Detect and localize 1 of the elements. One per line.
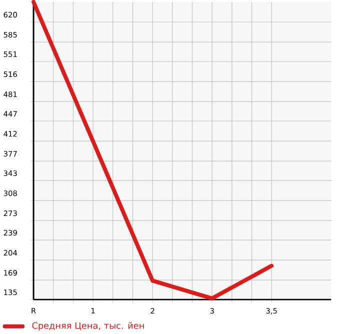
legend-label: Средняя Цена, тыс. йен — [32, 322, 144, 331]
